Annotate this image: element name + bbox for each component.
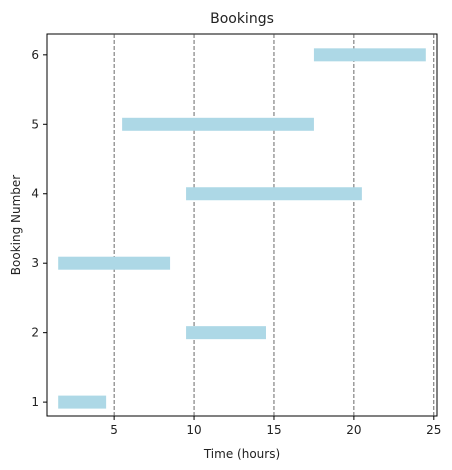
y-tick-label-4: 4 (31, 187, 39, 201)
x-tick-label-20: 20 (346, 423, 361, 437)
booking-bar-4 (186, 187, 362, 201)
booking-bar-2 (186, 326, 266, 340)
booking-bar-1 (58, 395, 107, 409)
y-tick-label-6: 6 (31, 48, 39, 62)
x-tick-label-25: 25 (426, 423, 441, 437)
booking-bar-3 (58, 256, 171, 270)
booking-bar-5 (122, 117, 314, 131)
y-tick-label-1: 1 (31, 395, 39, 409)
plot-frame (46, 33, 438, 417)
y-axis-label: Booking Number (9, 175, 23, 276)
x-tick-label-10: 10 (186, 423, 201, 437)
chart-title: Bookings (210, 11, 274, 27)
booking-bar-6 (313, 48, 426, 62)
x-tick-label-15: 15 (266, 423, 281, 437)
booking-bars (58, 48, 426, 409)
x-tick-label-5: 5 (110, 423, 118, 437)
x-axis-label: Time (hours) (203, 447, 280, 461)
grid-lines (113, 34, 435, 416)
y-tick-label-3: 3 (31, 256, 39, 270)
y-tick-label-5: 5 (31, 117, 39, 131)
axis-ticks: 5 10 15 20 25 1 2 3 4 5 6 (31, 48, 441, 437)
y-tick-label-2: 2 (31, 326, 39, 340)
